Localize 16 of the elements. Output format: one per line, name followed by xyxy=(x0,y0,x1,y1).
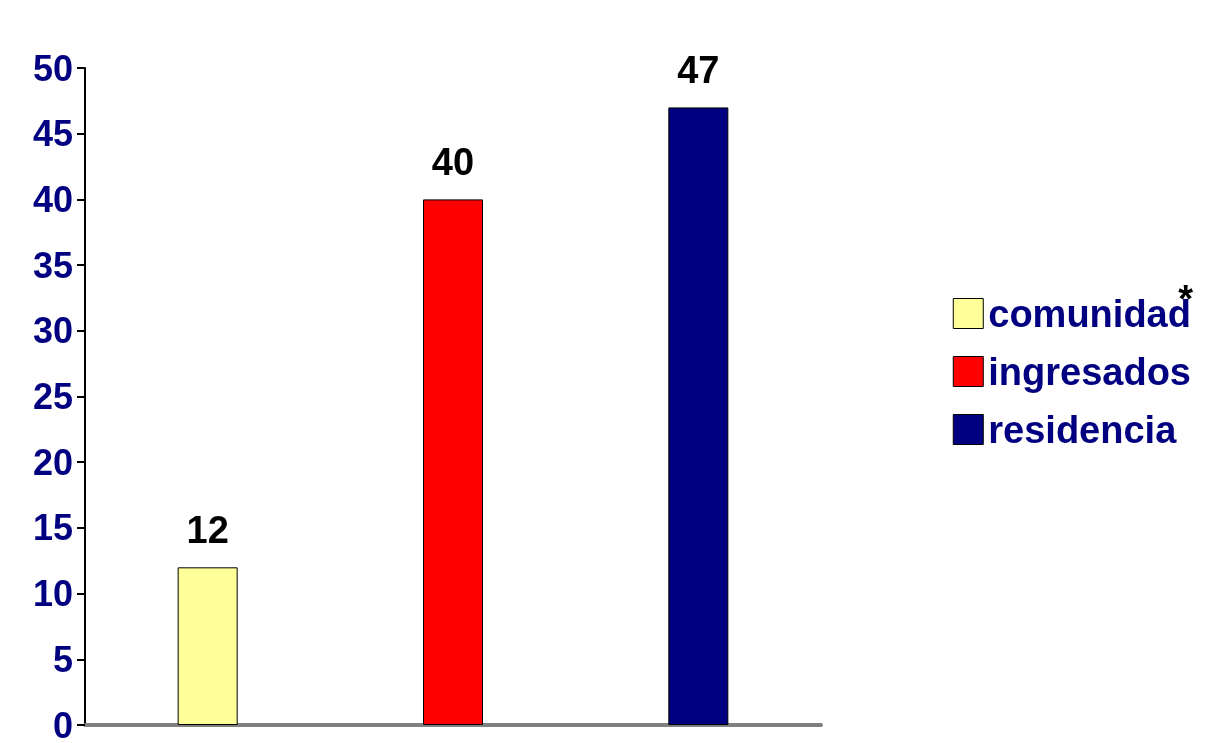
data-label: 40 xyxy=(431,141,475,184)
y-tick-label: 45 xyxy=(32,113,73,155)
y-tick-label: 50 xyxy=(32,47,73,89)
data-label: 12 xyxy=(186,509,229,552)
y-tick-label: 35 xyxy=(32,244,73,286)
y-tick-label: 10 xyxy=(32,573,73,615)
legend-label: ingresados xyxy=(988,350,1192,393)
y-tick-label: 20 xyxy=(32,441,73,483)
y-tick-label: 15 xyxy=(32,507,73,549)
data-label: 47 xyxy=(677,49,720,92)
y-tick-label: 40 xyxy=(32,178,73,220)
legend-label: residencia xyxy=(988,408,1178,451)
y-tick-label: 0 xyxy=(52,704,73,743)
y-tick-label: 25 xyxy=(32,376,73,417)
y-tick-label: 5 xyxy=(52,638,73,680)
y-tick-label: 30 xyxy=(32,310,73,352)
